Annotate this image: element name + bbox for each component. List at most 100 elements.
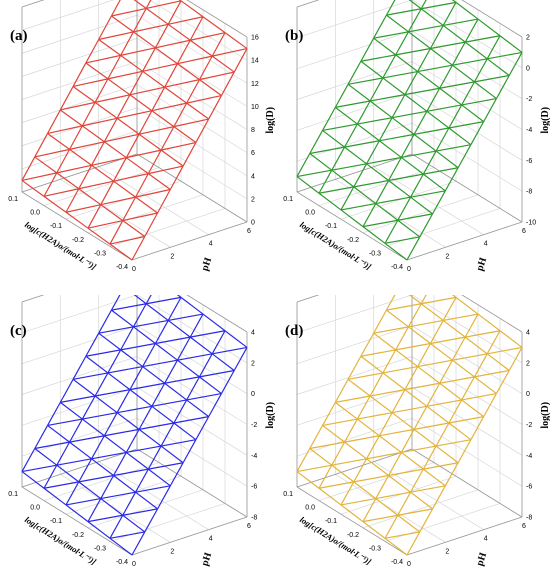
mesh-line (98, 38, 122, 56)
x-tick-label: 0.1 (8, 491, 18, 498)
z-axis-title: log(D) (540, 402, 550, 429)
mesh-line (69, 148, 92, 166)
x-tick-label: -0.4 (116, 264, 128, 271)
z-tick-label: 0 (251, 220, 255, 227)
z-tick-label: 2 (251, 360, 255, 367)
x-tick-label: -0.4 (391, 264, 403, 271)
mesh-diagonal (212, 47, 248, 57)
mesh-diagonal (392, 110, 427, 119)
mesh-diagonal (318, 481, 354, 489)
x-tick-label: 0.0 (30, 505, 40, 512)
mesh-line (340, 504, 364, 523)
mesh-line (129, 71, 144, 96)
mesh-diagonal (177, 353, 213, 361)
mesh-diagonal (82, 412, 118, 420)
mesh-line (133, 31, 156, 49)
mesh-line (81, 102, 96, 127)
mesh-line (474, 376, 497, 395)
mesh-diagonal (353, 179, 389, 188)
mesh-line (296, 176, 320, 194)
mesh-line (417, 71, 441, 89)
y-tick-label: 0 (132, 266, 136, 273)
mesh-line (408, 326, 431, 344)
mesh-line (129, 366, 144, 390)
z-tick-label: 2 (526, 360, 530, 367)
floor-grid-line (87, 194, 204, 234)
mesh-line (483, 393, 497, 417)
mesh-diagonal (362, 219, 398, 228)
mesh-line (375, 475, 390, 499)
mesh-line (400, 156, 424, 175)
mesh-line (296, 153, 311, 177)
z-tick-label: -8 (526, 189, 532, 196)
mesh-line (78, 481, 102, 500)
mesh-line (464, 336, 488, 355)
mesh-diagonal (331, 458, 367, 466)
mesh-line (382, 349, 397, 374)
mesh-diagonal (382, 70, 418, 79)
mesh-line (378, 117, 393, 142)
z-tick-label: -2 (251, 422, 257, 429)
mesh-line (21, 448, 36, 472)
mesh-diagonal (404, 382, 440, 391)
mesh-diagonal (104, 133, 140, 143)
mesh-line (397, 514, 421, 533)
mesh-line (120, 349, 144, 368)
mesh-diagonal (401, 445, 437, 454)
mesh-line (125, 133, 140, 158)
mesh-line (477, 18, 501, 37)
y-axis-title: pH (475, 551, 490, 567)
mesh-diagonal (421, 296, 457, 305)
mesh-line (444, 462, 459, 487)
mesh-diagonal (397, 213, 433, 221)
z-tick-label: 16 (251, 35, 259, 42)
mesh-line (132, 8, 147, 33)
mesh-line (56, 149, 71, 174)
mesh-line (451, 41, 466, 66)
floor-grid-line (98, 166, 209, 235)
mesh-line (362, 226, 386, 244)
z-axis-title: log(D) (265, 402, 275, 429)
wall-grid-line (296, 417, 413, 457)
mesh-diagonal (100, 196, 136, 206)
z-tick-label: 0 (526, 65, 530, 72)
mesh-diagonal (426, 104, 462, 112)
mesh-line (356, 123, 380, 142)
mesh-line (340, 481, 355, 506)
wall-grid-line (21, 61, 138, 100)
mesh-line (160, 149, 184, 167)
z-tick-label: 2 (251, 196, 255, 203)
mesh-line (417, 366, 441, 384)
wall-grid-line (296, 122, 413, 162)
x-tick-label: -0.4 (391, 559, 403, 566)
mesh-line (78, 188, 102, 206)
mesh-line (164, 63, 178, 88)
mesh-line (360, 37, 375, 62)
mesh-line (180, 296, 204, 315)
mesh-line (309, 153, 333, 171)
x-tick-label: -0.1 (50, 223, 62, 230)
mesh-line (59, 379, 74, 403)
y-tick-label: 6 (247, 523, 251, 530)
mesh-line (132, 303, 147, 328)
panel-label: (b) (285, 28, 303, 44)
mesh-line (384, 219, 399, 244)
mesh-diagonal (160, 141, 197, 151)
mesh-line (451, 295, 457, 298)
mesh-line (353, 458, 368, 483)
x-tick-label: 0.0 (305, 505, 315, 512)
mesh-diagonal (353, 474, 389, 483)
wall-grid-line (136, 130, 248, 200)
y-axis-title: pH (475, 256, 490, 272)
mesh-line (154, 320, 169, 344)
mesh-line (331, 146, 346, 171)
y-axis-title: pH (200, 256, 215, 272)
z-tick-label: -4 (526, 453, 532, 460)
mesh-line (202, 16, 226, 34)
wall-grid-line (296, 0, 413, 39)
mesh-line (59, 401, 83, 420)
mesh-diagonal (348, 372, 383, 380)
mesh-line (151, 382, 166, 407)
mesh-line (420, 0, 427, 10)
mesh-line (318, 192, 342, 211)
